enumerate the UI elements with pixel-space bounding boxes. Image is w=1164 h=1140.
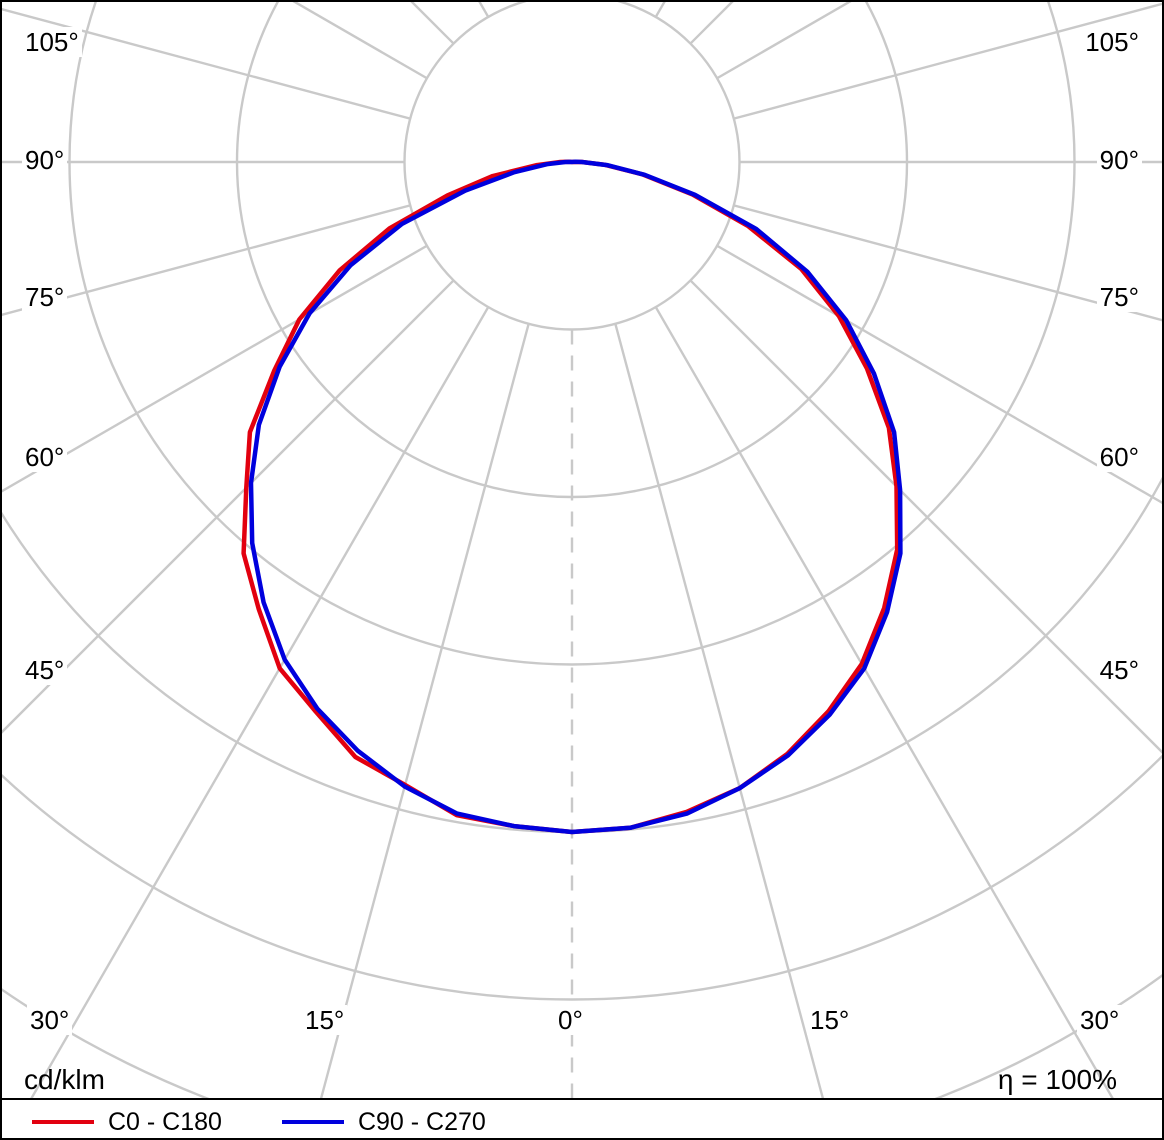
grid-radial-60deg	[716, 244, 1162, 505]
legend: C0 - C180 C90 - C270	[32, 1105, 486, 1138]
axis-label-left-45: 45°	[22, 655, 68, 685]
axis-label-right-45: 45°	[1096, 655, 1142, 685]
axis-label-bottom-30-right: 30°	[1077, 1005, 1123, 1035]
grid-circle-200	[235, 2, 909, 499]
axis-label-bottom-0: 0°	[555, 1005, 586, 1035]
grid-radial-255deg	[2, 8, 411, 120]
grid-circle-100	[403, 2, 741, 331]
axis-label-right-90: 90°	[1096, 145, 1142, 175]
axis-label-bottom-30-left: 30°	[27, 1005, 73, 1035]
axis-label-right-75: 75°	[1096, 282, 1142, 312]
footer-divider	[2, 1098, 1162, 1100]
curve-c90-c270	[248, 159, 903, 835]
grid-radial-150deg	[654, 2, 666, 18]
legend-item-c90-c270: C90 - C270	[281, 1108, 486, 1136]
units-label: cd/klm	[24, 1064, 105, 1095]
grid-radial-15deg	[614, 323, 825, 1098]
grid-radial-315deg	[2, 279, 455, 734]
grid-circle-500	[2, 754, 1162, 1001]
axis-label-left-105: 105°	[22, 27, 82, 57]
grid-radial-75deg	[733, 204, 1162, 322]
grid-radial-105deg	[733, 2, 1162, 120]
legend-label: C90 - C270	[357, 1108, 486, 1136]
legend-label: C0 - C180	[108, 1108, 222, 1136]
grid-radial-345deg	[319, 323, 530, 1098]
grid-radial-30deg	[654, 306, 1114, 1098]
axis-label-left-75: 75°	[22, 282, 68, 312]
efficiency-label: η = 100%	[997, 1064, 1117, 1095]
axis-label-bottom-15-right: 15°	[807, 1005, 853, 1035]
axis-label-bottom-15-left: 15°	[302, 1005, 348, 1035]
axis-label-right-60: 60°	[1096, 442, 1142, 472]
axis-label-left-60: 60°	[22, 442, 68, 472]
grid-radial-300deg	[2, 244, 428, 493]
legend-swatch-blue-line	[281, 1120, 344, 1124]
legend-swatch-red-line	[32, 1120, 94, 1124]
grid-radial-330deg	[30, 306, 490, 1098]
grid-radial-285deg	[2, 204, 411, 316]
grid-circle-400	[2, 476, 1162, 833]
legend-item-c0-c180: C0 - C180	[32, 1108, 222, 1136]
grid-radial-45deg	[689, 279, 1162, 754]
axis-label-left-90: 90°	[22, 145, 68, 175]
axis-label-right-105: 105°	[1082, 27, 1142, 57]
